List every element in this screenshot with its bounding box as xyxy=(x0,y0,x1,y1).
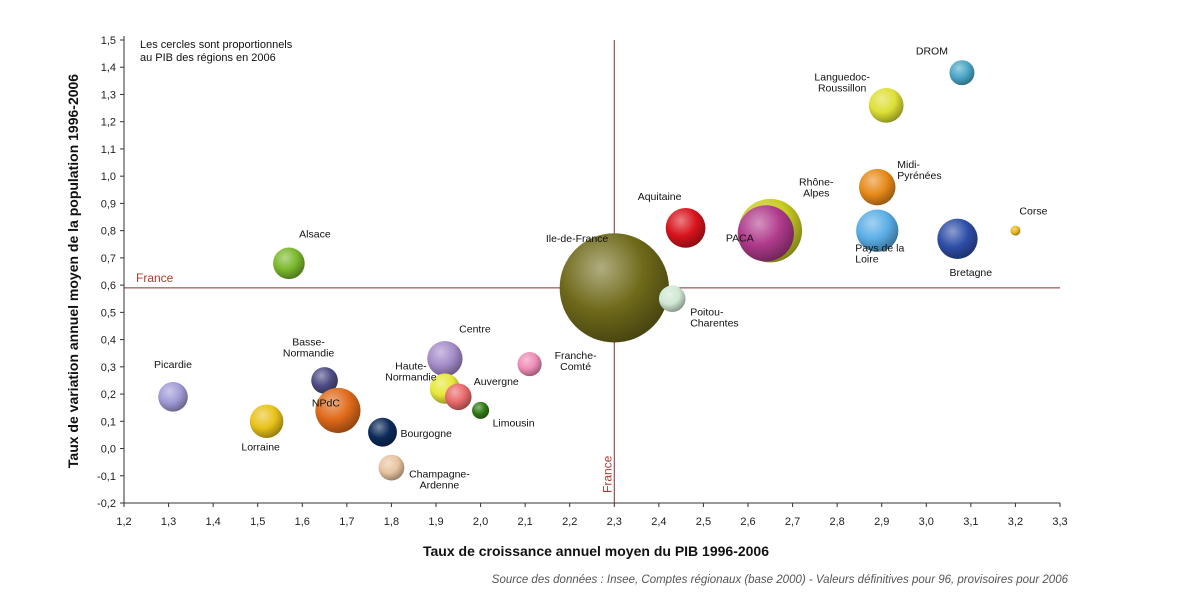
y-tick-label: -0,1 xyxy=(97,471,116,483)
bubble-lorraine xyxy=(249,404,284,439)
y-tick-label: 1,3 xyxy=(101,89,116,101)
y-tick-label: 1,1 xyxy=(101,144,116,156)
y-tick-label: 0,3 xyxy=(101,362,116,374)
bubble-champagne-ardenne xyxy=(378,454,405,481)
y-tick-label: 0,0 xyxy=(101,444,116,456)
bubble-label: Lorraine xyxy=(241,441,280,453)
x-tick-label: 2,1 xyxy=(517,516,532,528)
y-tick-label: 0,6 xyxy=(101,280,116,292)
y-tick-label: 0,8 xyxy=(101,226,116,238)
bubble-midi-pyr-n-es xyxy=(859,168,896,206)
bubble-labels: Ile-de-France Rhône-Alpes PACA Aquitaine Poi… xyxy=(154,46,1048,492)
bubble-label: Rhône-Alpes xyxy=(799,177,834,200)
bubble-label: Basse-Normandie xyxy=(283,336,335,359)
y-tick-label: 1,5 xyxy=(101,35,116,47)
axes: 1,2 1,3 1,4 1,5 1,6 1,7 1,8 1,9 2,0 2,1 2,2 2,3 2,4 2… xyxy=(97,35,1068,528)
bubble-corse xyxy=(1010,225,1021,236)
x-tick-label: 2,3 xyxy=(607,516,622,528)
bubble-label: Pays de la Loire xyxy=(855,243,904,266)
x-tick-label: 1,9 xyxy=(428,516,443,528)
x-tick-label: 1,7 xyxy=(339,516,354,528)
bubble-label: Bourgogne xyxy=(401,428,453,440)
x-tick-label: 2,8 xyxy=(829,516,844,528)
x-tick-label: 3,2 xyxy=(1008,516,1023,528)
bubble-basse-normandie xyxy=(311,367,338,394)
y-tick-label: 0,9 xyxy=(101,198,116,210)
x-tick-label: 2,7 xyxy=(785,516,800,528)
bubble-auvergne xyxy=(444,383,472,411)
bubble-bourgogne xyxy=(368,417,397,447)
y-tick-label: 0,2 xyxy=(101,389,116,401)
bubble-languedoc-roussillon xyxy=(868,87,904,123)
bubble-bretagne xyxy=(937,218,978,259)
bubble-label: Aquitaine xyxy=(638,191,682,203)
bubble-label: Centre xyxy=(459,324,491,336)
x-tick-label: 2,9 xyxy=(874,516,889,528)
bubble-aquitaine xyxy=(665,208,706,248)
bubble-label: Midi-Pyrénées xyxy=(897,159,941,182)
bubble-label: Ile-de-France xyxy=(546,233,609,245)
y-tick-label: 0,1 xyxy=(101,416,116,428)
y-tick-label: 0,4 xyxy=(101,335,116,347)
y-tick-label: 0,7 xyxy=(101,253,116,265)
bubble-label: Picardie xyxy=(154,359,192,371)
x-tick-label: 1,5 xyxy=(250,516,265,528)
bubble-label: Alsace xyxy=(299,228,331,240)
bubble-label: Limousin xyxy=(493,417,535,429)
x-tick-label: 2,2 xyxy=(562,516,577,528)
bubble-label: Languedoc-Roussillon xyxy=(814,71,870,94)
y-axis-title: Taux de variation annuel moyen de la pop… xyxy=(65,74,81,468)
bubble-label: Haute-Normandie xyxy=(385,361,437,384)
bubble-label: NPdC xyxy=(312,397,340,409)
x-tick-label: 3,3 xyxy=(1052,516,1067,528)
x-tick-label: 1,6 xyxy=(295,516,310,528)
x-tick-label: 2,6 xyxy=(740,516,755,528)
bubble-label: Corse xyxy=(1019,206,1047,218)
bubble-paca xyxy=(737,205,794,262)
chart-note: Les cercles sont proportionnels au PIB de… xyxy=(140,39,293,64)
bubble-label: PACA xyxy=(726,232,754,244)
x-tick-label: 3,0 xyxy=(919,516,934,528)
bubble-drom xyxy=(949,60,975,86)
x-tick-label: 1,3 xyxy=(161,516,176,528)
x-tick-label: 1,4 xyxy=(205,516,220,528)
bubble-label: Champagne-Ardenne xyxy=(409,469,470,492)
x-tick-label: 3,1 xyxy=(963,516,978,528)
bubbles xyxy=(158,60,1021,481)
y-tick-label: 1,0 xyxy=(101,171,116,183)
bubble-label: Franche-Comté xyxy=(555,350,598,373)
bubble-npdc xyxy=(315,387,361,433)
y-tick-label: 1,4 xyxy=(101,62,116,74)
x-tick-label: 2,0 xyxy=(473,516,488,528)
bubble-centre xyxy=(427,340,463,377)
bubble-label: Poitou-Charentes xyxy=(690,307,738,330)
bubble-ile-de-france xyxy=(559,233,669,343)
bubble-franche-comt- xyxy=(517,352,542,377)
bubble-label: Bretagne xyxy=(949,267,992,279)
x-tick-label: 1,2 xyxy=(116,516,131,528)
x-tick-label: 1,8 xyxy=(384,516,399,528)
source-note: Source des données : Insee, Comptes régi… xyxy=(491,574,1068,586)
bubble-label: Auvergne xyxy=(474,376,519,388)
x-tick-label: 2,5 xyxy=(696,516,711,528)
france-v-label: France xyxy=(600,455,614,493)
bubble-pays-de-la-loire xyxy=(856,209,899,252)
bubble-picardie xyxy=(158,382,188,412)
y-tick-label: -0,2 xyxy=(97,498,116,510)
bubble-poitou-charentes xyxy=(658,285,686,313)
x-axis-title: Taux de croissance annuel moyen du PIB 1… xyxy=(423,543,769,559)
france-h-label: France xyxy=(136,271,174,285)
x-tick-label: 2,4 xyxy=(651,516,666,528)
bubble-limousin xyxy=(472,401,490,419)
bubble-label: DROM xyxy=(916,46,948,58)
y-tick-label: 1,2 xyxy=(101,117,116,129)
y-tick-label: 0,5 xyxy=(101,307,116,319)
bubble-alsace xyxy=(273,247,305,280)
